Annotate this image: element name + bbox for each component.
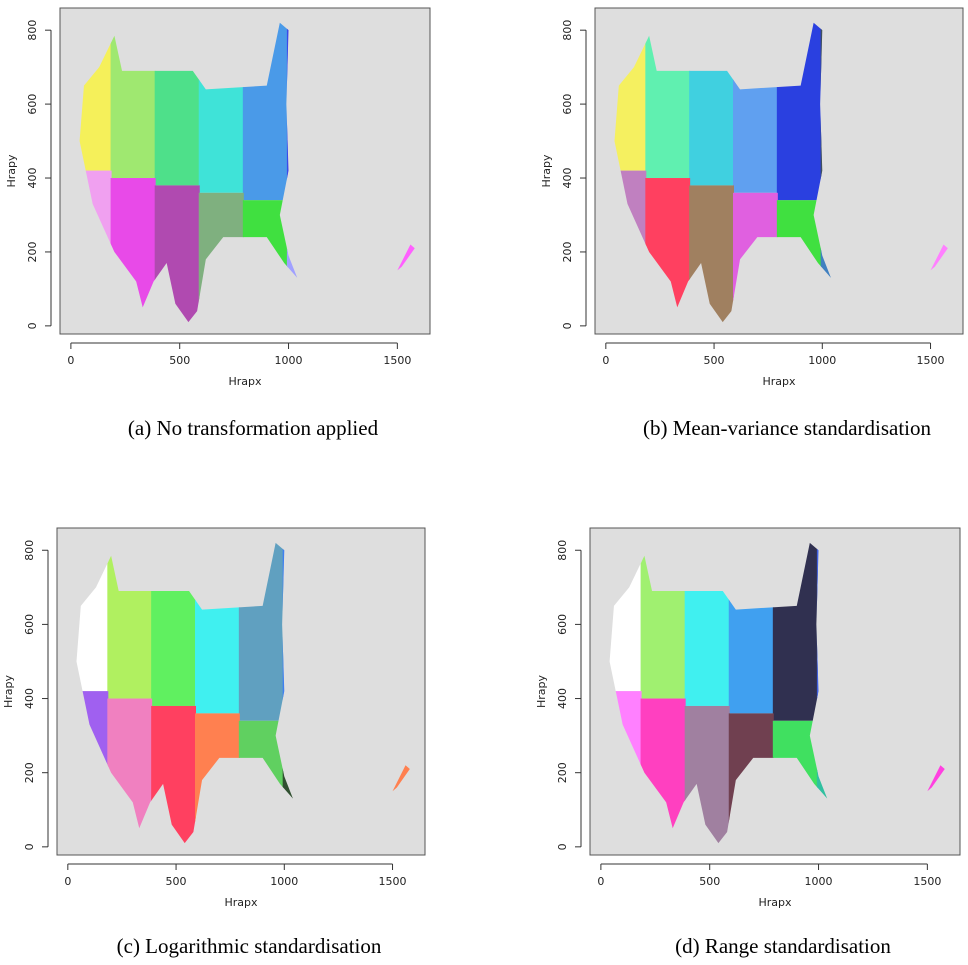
caption: (a) No transformation applied — [128, 416, 379, 440]
x-axis-label: Hrapx — [758, 896, 792, 909]
y-tick-label: 600 — [561, 94, 574, 115]
x-tick-label: 1000 — [270, 875, 298, 888]
y-tick-label: 800 — [561, 20, 574, 41]
x-tick-label: 1500 — [913, 875, 941, 888]
y-tick-label: 400 — [26, 168, 39, 189]
y-axis-label: Hrapy — [2, 674, 15, 708]
y-tick-label: 0 — [561, 322, 574, 329]
y-tick-label: 200 — [26, 241, 39, 262]
x-tick-label: 1500 — [379, 875, 407, 888]
y-tick-label: 800 — [556, 540, 569, 561]
x-axis-label: Hrapx — [762, 375, 796, 388]
y-tick-label: 600 — [23, 614, 36, 635]
x-tick-label: 1500 — [383, 354, 411, 367]
y-tick-label: 600 — [556, 614, 569, 635]
x-tick-label: 0 — [602, 354, 609, 367]
x-tick-label: 0 — [597, 875, 604, 888]
y-tick-label: 400 — [561, 168, 574, 189]
x-tick-label: 500 — [699, 875, 720, 888]
caption: (b) Mean-variance standardisation — [643, 416, 932, 440]
y-axis-label: Hrapy — [535, 674, 548, 708]
y-tick-label: 0 — [26, 322, 39, 329]
x-axis-label: Hrapx — [224, 896, 258, 909]
x-tick-label: 500 — [169, 354, 190, 367]
x-tick-label: 500 — [704, 354, 725, 367]
y-tick-label: 800 — [26, 20, 39, 41]
x-tick-label: 0 — [67, 354, 74, 367]
y-tick-label: 400 — [556, 688, 569, 709]
y-tick-label: 800 — [23, 540, 36, 561]
x-tick-label: 500 — [166, 875, 187, 888]
x-tick-label: 1000 — [275, 354, 303, 367]
y-tick-label: 200 — [23, 762, 36, 783]
x-tick-label: 1000 — [805, 875, 833, 888]
x-tick-label: 0 — [64, 875, 71, 888]
y-axis-label: Hrapy — [5, 154, 18, 188]
y-tick-label: 200 — [556, 762, 569, 783]
y-tick-label: 0 — [556, 843, 569, 850]
y-tick-label: 0 — [23, 843, 36, 850]
y-tick-label: 600 — [26, 94, 39, 115]
caption: (c) Logarithmic standardisation — [117, 934, 382, 958]
y-axis-label: Hrapy — [540, 154, 553, 188]
x-axis-label: Hrapx — [228, 375, 262, 388]
y-tick-label: 200 — [561, 241, 574, 262]
x-tick-label: 1000 — [808, 354, 836, 367]
caption: (d) Range standardisation — [675, 934, 891, 958]
y-tick-label: 400 — [23, 688, 36, 709]
x-tick-label: 1500 — [917, 354, 945, 367]
